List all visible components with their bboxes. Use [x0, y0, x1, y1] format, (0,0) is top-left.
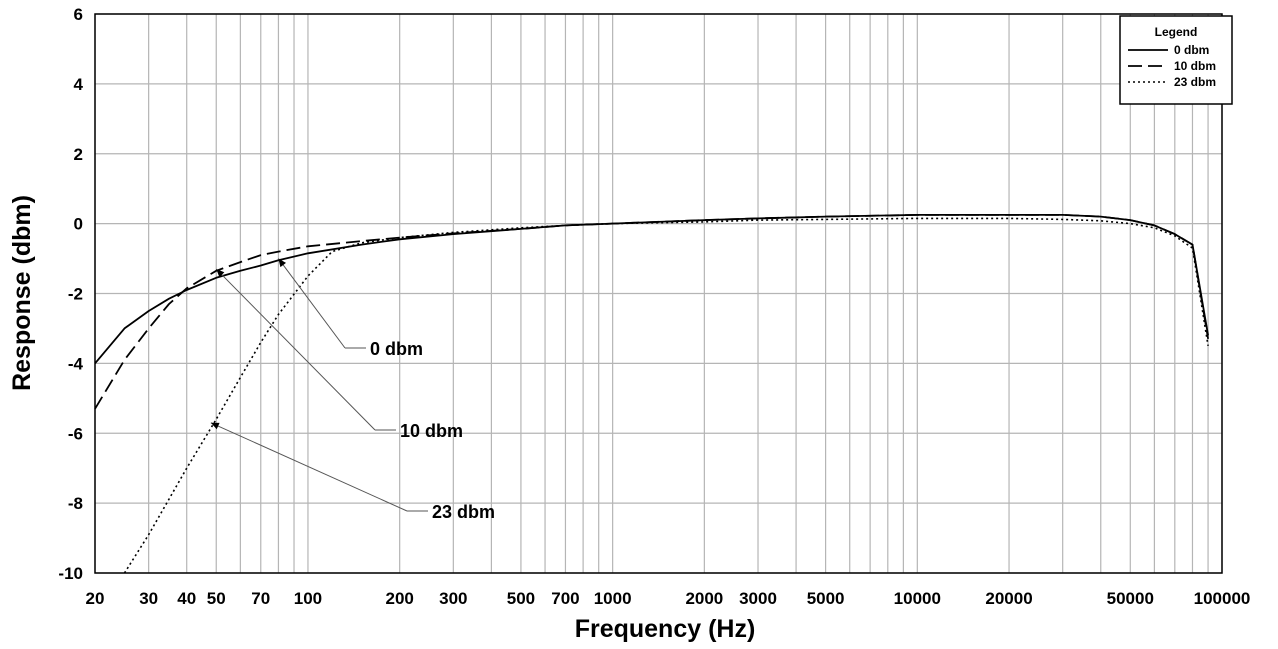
annotation-label: 10 dbm [400, 421, 463, 441]
legend-box [1119, 15, 1233, 105]
x-tick-label: 50000 [1107, 589, 1154, 608]
y-tick-label: -10 [58, 564, 83, 583]
annotation-leader [215, 268, 376, 431]
series-line-0-dbm [94, 213, 1209, 364]
annotation-leader [210, 422, 408, 512]
x-tick-label: 20000 [985, 589, 1032, 608]
annotation-arrowhead [210, 422, 220, 430]
legend-label: 23 dbm [1174, 75, 1216, 89]
annotations: 0 dbm 10 dbm 23 dbm [210, 258, 495, 522]
grid [94, 13, 1223, 574]
y-tick-label: -8 [68, 494, 83, 513]
annotation-leader [278, 258, 346, 349]
x-tick-label: 70 [251, 589, 270, 608]
annotation-arrowhead [278, 258, 287, 268]
y-tick-label: -6 [68, 424, 83, 443]
x-tick-label: 100000 [1194, 589, 1251, 608]
y-axis-ticks: 6 4 2 0 -2 -4 -6 -8 -10 [58, 5, 83, 583]
x-axis-title: Frequency (Hz) [575, 615, 756, 643]
y-tick-label: 6 [74, 5, 83, 24]
series-lines [94, 213, 1209, 574]
x-axis-ticks: 20 30 40 50 70 100 200 300 500 700 1000 2000 3000 500… [86, 589, 1251, 608]
annotation-arrowhead [216, 269, 225, 278]
y-tick-label: 0 [74, 215, 83, 234]
x-tick-label: 1000 [594, 589, 632, 608]
x-tick-label: 700 [551, 589, 579, 608]
legend-title: Legend [1155, 25, 1198, 39]
x-tick-label: 40 [177, 589, 196, 608]
x-tick-label: 50 [207, 589, 226, 608]
legend-label: 0 dbm [1174, 43, 1209, 57]
y-tick-label: 2 [74, 145, 83, 164]
plot-frame [94, 13, 1223, 574]
annotation-label: 0 dbm [370, 339, 423, 359]
y-axis-title: Response (dbm) [8, 195, 36, 391]
x-tick-label: 10000 [894, 589, 941, 608]
x-tick-label: 3000 [739, 589, 777, 608]
legend-label: 10 dbm [1174, 59, 1216, 73]
y-tick-label: 4 [74, 75, 84, 94]
x-tick-label: 200 [385, 589, 413, 608]
x-tick-label: 30 [139, 589, 158, 608]
x-tick-label: 500 [507, 589, 535, 608]
legend: Legend 0 dbm 10 dbm 23 dbm [1119, 15, 1233, 105]
series-line-23-dbm [123, 217, 1209, 574]
annotation-label: 23 dbm [432, 502, 495, 522]
x-tick-label: 100 [294, 589, 322, 608]
y-tick-label: -4 [68, 354, 84, 373]
x-tick-label: 5000 [807, 589, 845, 608]
x-tick-label: 2000 [685, 589, 723, 608]
x-tick-label: 300 [439, 589, 467, 608]
x-tick-label: 20 [86, 589, 105, 608]
y-tick-label: -2 [68, 285, 83, 304]
series-line-10-dbm [94, 213, 1209, 410]
